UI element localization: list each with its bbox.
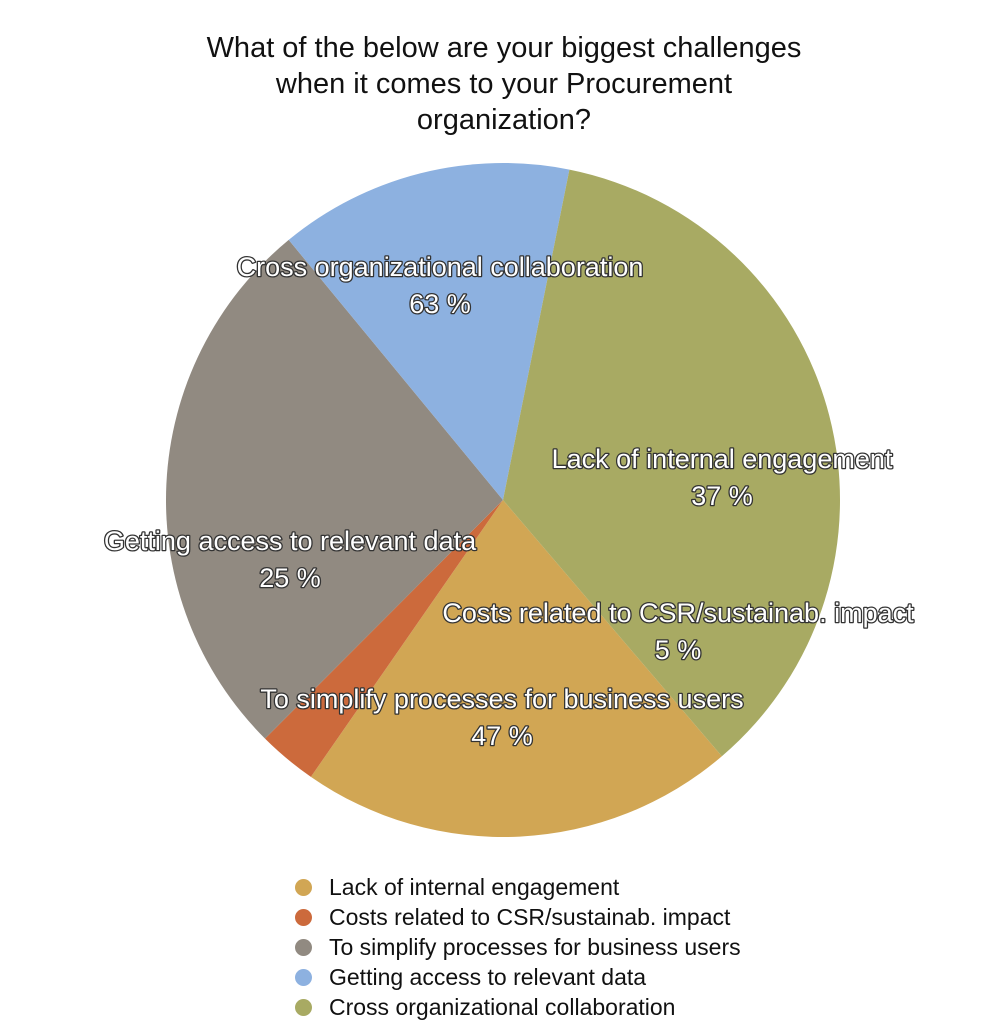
- slice-value-label: 63 %: [409, 289, 471, 319]
- chart-title-line: organization?: [416, 104, 592, 136]
- slice-value-label: 37 %: [691, 481, 753, 511]
- legend-swatch: [295, 908, 312, 926]
- slice-label: Costs related to CSR/sustainab. impact: [442, 598, 914, 628]
- slice-value-label: 25 %: [259, 563, 321, 593]
- slice-label: Cross organizational collaboration: [237, 252, 644, 282]
- legend-label: Costs related to CSR/sustainab. impact: [329, 903, 731, 930]
- slice-value-label: 47 %: [471, 721, 533, 751]
- chart-title: What of the below are your biggest chall…: [0, 30, 1008, 138]
- slice-label: Getting access to relevant data: [104, 526, 477, 556]
- legend-item: Costs related to CSR/sustainab. impact: [295, 902, 741, 932]
- legend-swatch: [295, 938, 312, 956]
- chart-title-line: What of the below are your biggest chall…: [206, 32, 802, 64]
- legend-label: Lack of internal engagement: [329, 873, 620, 900]
- pie-slice: [166, 239, 504, 739]
- pie-slice: [310, 500, 722, 837]
- slice-label: To simplify processes for business users: [260, 684, 743, 714]
- legend-swatch: [295, 968, 312, 986]
- legend-item: To simplify processes for business users: [295, 932, 741, 962]
- pie-labels: Lack of internal engagement 37 % Costs rel…: [103, 251, 916, 753]
- legend-swatch: [295, 998, 312, 1016]
- pie-slice: [288, 163, 570, 500]
- pie-slice: [265, 500, 503, 777]
- legend-item: Lack of internal engagement: [295, 872, 741, 902]
- slice-value-label: 5 %: [655, 635, 702, 665]
- legend-item: Cross organizational collaboration: [295, 992, 741, 1022]
- legend-label: Getting access to relevant data: [329, 963, 647, 990]
- legend-label: To simplify processes for business users: [329, 933, 741, 960]
- pie-slices: [166, 163, 841, 837]
- legend-label: Cross organizational collaboration: [329, 993, 676, 1020]
- chart-title-line: when it comes to your Procurement: [275, 68, 733, 100]
- legend-item: Getting access to relevant data: [295, 962, 741, 992]
- pie-slice: [503, 169, 841, 757]
- legend-swatch: [295, 878, 312, 896]
- legend: Lack of internal engagement Costs relate…: [295, 872, 741, 1022]
- slice-label: Lack of internal engagement: [552, 444, 893, 474]
